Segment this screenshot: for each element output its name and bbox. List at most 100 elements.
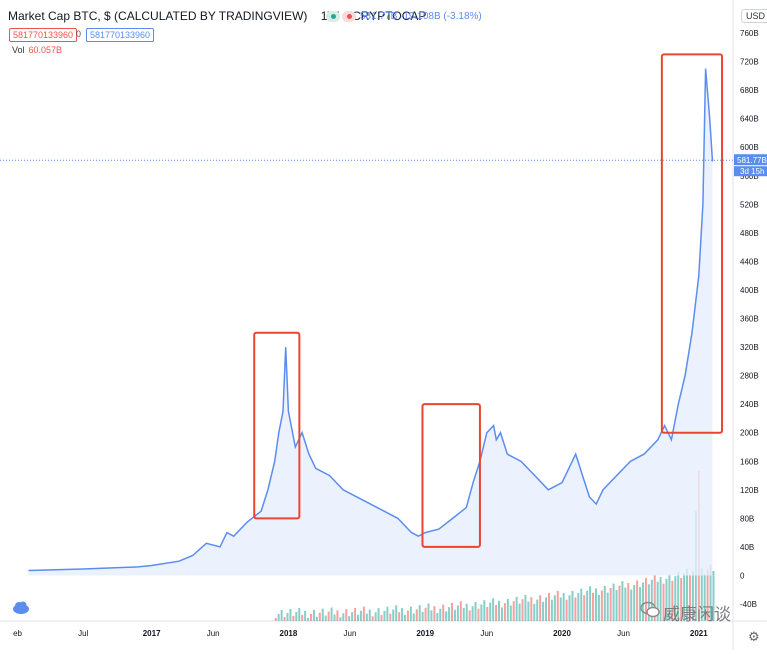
volume-bar	[688, 575, 691, 621]
volume-bar	[321, 608, 324, 621]
y-tick-label: 600B	[740, 143, 759, 152]
volume-bar	[468, 610, 471, 621]
volume-bar	[712, 571, 715, 621]
volume-bar	[665, 578, 668, 621]
volume-bar	[351, 612, 354, 621]
volume-bar	[301, 614, 304, 621]
volume-bar	[465, 603, 468, 621]
volume-label: Vol	[12, 45, 25, 55]
title-text: Market Cap BTC, $ (CALCULATED BY TRADING…	[8, 9, 308, 23]
x-tick-label: Jun	[480, 629, 493, 638]
volume-bar	[445, 611, 448, 621]
volume-bar	[565, 599, 568, 621]
volume-bar	[674, 576, 677, 621]
x-tick-label: 2021	[690, 629, 708, 638]
y-tick-label: 760B	[740, 29, 759, 38]
x-tick-label: 2017	[143, 629, 161, 638]
volume-bar	[653, 575, 656, 621]
volume-bar	[633, 585, 636, 621]
x-tick-label: 2019	[416, 629, 434, 638]
y-tick-label: 80B	[740, 514, 754, 523]
volume-bar	[600, 590, 603, 621]
x-tick-label: 2018	[280, 629, 298, 638]
y-tick-label: 120B	[740, 486, 759, 495]
volume-bar	[283, 616, 286, 621]
volume-bar	[336, 610, 339, 621]
volume-bar	[562, 593, 565, 621]
y-tick-label: 0	[740, 571, 745, 580]
volume-bar	[324, 615, 327, 621]
volume-bar	[530, 597, 533, 621]
volume-bar	[512, 601, 515, 621]
volume-bar	[703, 573, 706, 621]
y-tick-label: 280B	[740, 372, 759, 381]
volume-bar	[298, 607, 301, 621]
watermark-text: 威康闲谈	[663, 605, 731, 625]
volume-bar	[621, 581, 624, 621]
volume-bar	[421, 611, 424, 621]
volume-bar	[354, 607, 357, 621]
volume-legend: Vol 60.057B	[12, 45, 62, 55]
volume-bar	[539, 595, 542, 621]
currency-button[interactable]: USD	[741, 9, 767, 23]
volume-bar	[448, 607, 451, 621]
volume-bar	[439, 608, 442, 621]
volume-bar	[536, 599, 539, 621]
volume-bar	[412, 613, 415, 621]
volume-bar	[553, 595, 556, 621]
highlight-box	[253, 331, 301, 520]
volume-bar	[489, 602, 492, 621]
volume-bar	[289, 608, 292, 621]
volume-bar	[295, 611, 298, 621]
status-dots	[326, 11, 356, 22]
volume-bar	[277, 613, 280, 621]
highlight-box	[660, 53, 724, 434]
volume-bar	[477, 608, 480, 621]
gear-icon[interactable]: ⚙	[748, 629, 760, 644]
source-label: CRYPTOCAP	[352, 9, 427, 23]
volume-bar	[503, 603, 506, 621]
x-tick-label: Jul	[78, 629, 88, 638]
countdown-label: 3d 15h	[740, 167, 764, 176]
status-dot-green	[326, 11, 340, 22]
volume-bar	[474, 601, 477, 621]
y-tick-label: 680B	[740, 86, 759, 95]
cloud-icon[interactable]	[12, 600, 30, 614]
volume-bar	[574, 597, 577, 621]
last-price-tag	[734, 154, 767, 166]
volume-bar	[615, 590, 618, 621]
volume-bar	[315, 616, 318, 621]
highlight-box	[421, 403, 481, 548]
volume-bar	[406, 610, 409, 621]
x-tick-label: eb	[13, 629, 22, 638]
volume-bar	[451, 602, 454, 621]
volume-bar	[471, 606, 474, 621]
status-dot-red	[342, 11, 356, 22]
volume-bar	[547, 593, 550, 621]
volume-bar	[495, 605, 498, 621]
y-tick-label: 360B	[740, 315, 759, 324]
volume-bar	[309, 613, 312, 621]
x-tick-label: Jun	[207, 629, 220, 638]
volume-bar	[524, 594, 527, 621]
volume-bar	[577, 593, 580, 621]
volume-bar	[686, 568, 689, 621]
volume-bar	[618, 585, 621, 621]
value-badge-red: 581770133960	[9, 28, 78, 42]
volume-bar	[339, 617, 342, 621]
volume-bar	[371, 616, 374, 621]
volume-bar	[612, 583, 615, 621]
area-fill	[28, 68, 713, 576]
y-tick-label: 160B	[740, 457, 759, 466]
y-tick-label: 320B	[740, 343, 759, 352]
volume-bar	[603, 585, 606, 621]
volume-bar	[380, 615, 383, 621]
volume-bar	[333, 614, 336, 621]
volume-bar	[644, 577, 647, 621]
volume-bar	[330, 607, 333, 621]
volume-bar	[486, 606, 489, 621]
volume-bar	[556, 590, 559, 621]
volume-bar	[656, 581, 659, 621]
volume-bar	[453, 609, 456, 621]
last-price-label: 581.77B	[737, 156, 767, 165]
